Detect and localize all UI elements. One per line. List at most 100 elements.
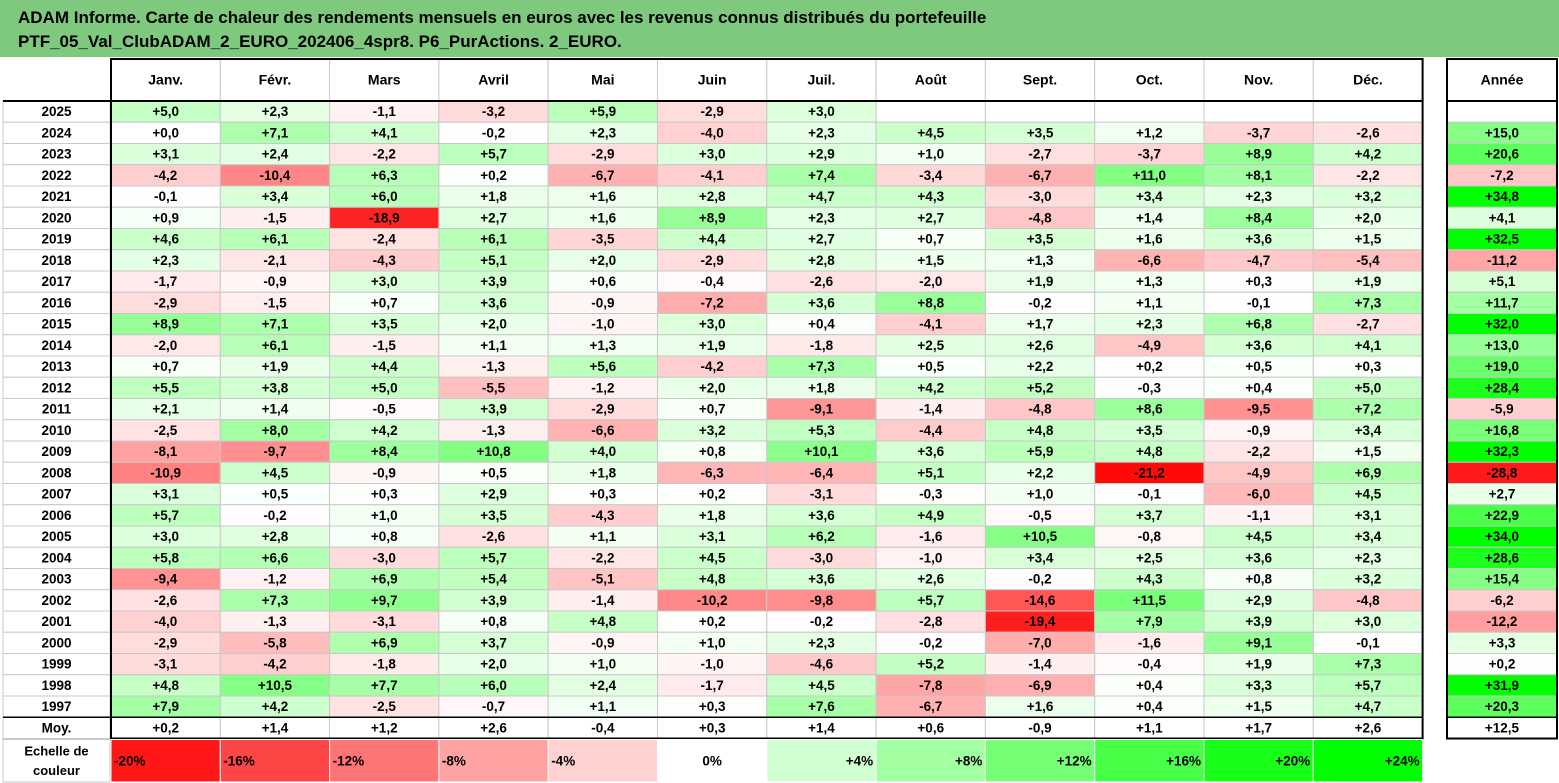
heatmap-value: +8,0 [262,423,289,438]
heatmap-value: -2,5 [373,699,397,714]
heatmap-value: +1,7 [1027,317,1054,332]
heatmap-value: +3,6 [808,295,835,310]
heatmap-value: +1,6 [590,189,617,204]
heatmap-value: +3,6 [480,295,507,310]
heatmap-value: +1,1 [480,338,507,353]
heatmap-value: +1,2 [1136,125,1163,140]
heatmap-value: +0,2 [480,168,507,183]
heatmap-value: +0,8 [1245,572,1272,587]
scale-swatch [1203,739,1314,783]
heatmap-value: +4,9 [917,508,944,523]
heatmap-value: -4,2 [263,657,286,672]
heatmap-value: +4,2 [917,380,944,395]
heatmap-value: +4,5 [917,125,944,140]
heatmap-value: +0,5 [917,359,944,374]
heatmap-value: +0,7 [917,232,944,247]
heatmap-value: +0,7 [699,402,726,417]
heatmap-value: -0,1 [154,189,178,204]
heatmap-value: +8,6 [1136,402,1163,417]
heatmap-value: +10,8 [476,444,511,459]
heatmap-value: +4,5 [808,678,835,693]
annual-value: +32,3 [1485,444,1520,459]
heatmap-value: -1,4 [591,593,615,608]
heatmap-value: -6,9 [1028,678,1051,693]
heatmap-value: +6,9 [1355,465,1382,480]
heatmap-value: +1,3 [1136,274,1163,289]
heatmap-value: +6,2 [808,529,835,544]
heatmap-value: +1,0 [1027,487,1054,502]
heatmap-value: -0,9 [373,465,396,480]
heatmap-value: +6,1 [480,232,507,247]
annual-value: +13,0 [1485,338,1519,353]
heatmap-value: +4,3 [1136,572,1163,587]
heatmap-value: -18,9 [369,210,400,225]
heatmap-value: -2,1 [263,253,287,268]
year-label: 2001 [41,614,72,629]
annual-value: +0,2 [1489,657,1516,672]
annual-header-label: Année [1481,72,1524,88]
annual-cell [1446,100,1558,123]
heatmap-value: +3,0 [808,104,835,119]
heatmap-value: -0,4 [1138,657,1162,672]
heatmap-value: +4,2 [371,423,398,438]
heatmap-value: -6,6 [591,423,615,438]
scale-step-label: +4% [846,753,873,768]
heatmap-value: -2,2 [591,550,614,565]
heatmap-value: +7,9 [1136,614,1163,629]
heatmap-value: -0,9 [1028,720,1051,735]
heatmap-value: -3,0 [810,550,833,565]
heatmap-value: +4,4 [699,232,726,247]
heatmap-value: +2,9 [808,147,835,162]
heatmap-value: +1,9 [699,338,726,353]
heatmap-value: +1,9 [262,359,289,374]
heatmap-value: +0,8 [699,444,726,459]
heatmap-value: +0,2 [699,614,726,629]
heatmap-value: +8,9 [699,210,726,225]
year-label: 2010 [41,423,71,438]
month-header-label: Oct. [1136,72,1163,88]
heatmap-value: -2,8 [919,614,943,629]
heatmap-value: -0,3 [1138,380,1162,395]
heatmap-value: +3,9 [1245,614,1272,629]
scale-step-label: -12% [333,753,365,768]
heatmap-value: +6,9 [371,572,398,587]
month-header-cell [1203,58,1314,102]
heatmap-value: +3,9 [480,274,507,289]
heatmap-value: +2,7 [917,210,944,225]
heatmap-value: +0,2 [152,720,179,735]
heatmap-value: +7,2 [1355,402,1382,417]
heatmap-value: +0,3 [699,699,726,714]
heatmap-value: +2,3 [808,635,835,650]
heatmap-value: +2,0 [590,253,617,268]
heatmap-value: -0,8 [1138,529,1162,544]
annual-value: +5,1 [1489,274,1516,289]
heatmap-value: +3,0 [699,147,726,162]
heatmap-value: -2,6 [482,529,506,544]
heatmap-value: +5,9 [590,104,617,119]
scale-label-line1: Echelle de [24,744,88,759]
heatmap-value: +2,6 [480,720,507,735]
year-label: 1999 [41,657,71,672]
month-header-label: Mai [591,72,614,88]
heatmap-value: +0,7 [152,359,179,374]
heatmap-value: -2,2 [1247,444,1270,459]
heatmap-value: +2,3 [808,125,835,140]
heatmap-value: -6,6 [1138,253,1162,268]
heatmap-value: -0,9 [591,295,614,310]
heatmap-value: -1,0 [919,550,942,565]
annual-value: +15,0 [1485,125,1519,140]
heatmap-value: +2,0 [480,317,507,332]
month-header-label: Mars [368,72,401,88]
heatmap-value: -9,1 [810,402,834,417]
heatmap-value: -9,7 [263,444,286,459]
heatmap-value: +1,6 [1136,232,1163,247]
heatmap-value: -0,2 [1028,572,1051,587]
heatmap-value: -0,2 [1028,295,1051,310]
heatmap-value: +0,8 [371,529,398,544]
heatmap-value: +2,3 [1245,189,1272,204]
heatmap-value: +6,8 [1245,317,1272,332]
heatmap-value: +4,7 [808,189,835,204]
heatmap-value: -10,2 [697,593,728,608]
heatmap-value: +2,5 [917,338,944,353]
heatmap-value: +1,0 [699,635,726,650]
